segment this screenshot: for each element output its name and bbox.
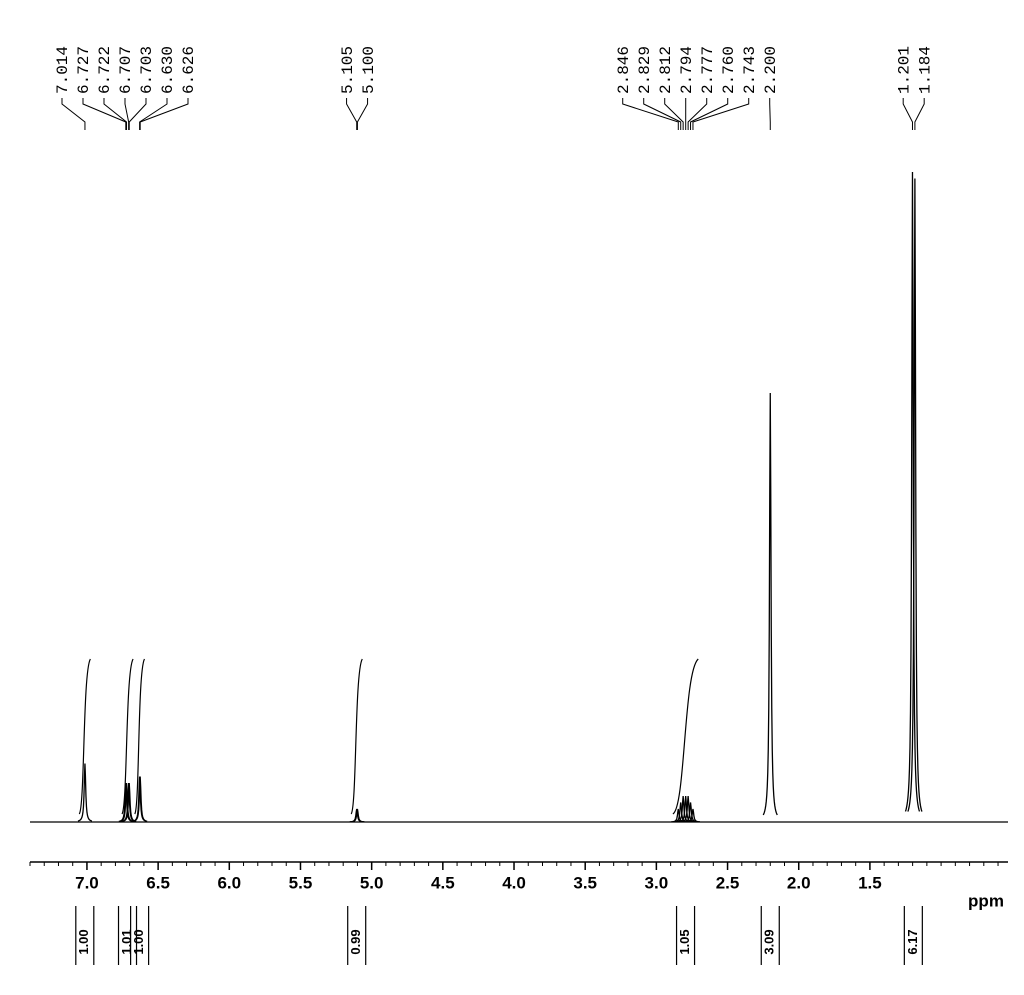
integral-label: 1.00 — [131, 929, 146, 954]
x-tick-label: 4.0 — [502, 873, 526, 892]
peak-label: 6.630 — [159, 46, 177, 94]
peak-leader — [129, 98, 146, 130]
peak-leader — [140, 98, 188, 130]
peak-label: 6.707 — [117, 46, 135, 94]
peak-label: 5.105 — [339, 46, 357, 94]
x-tick-label: 3.0 — [645, 873, 669, 892]
peak-label: 6.626 — [180, 46, 198, 94]
peak-label: 6.703 — [138, 46, 156, 94]
peak-leader — [903, 98, 912, 130]
x-tick-label: 1.5 — [858, 873, 882, 892]
peak-leader — [693, 98, 749, 130]
integral-label: 1.05 — [677, 929, 692, 954]
peak-leader — [623, 98, 679, 130]
peak-leader — [62, 98, 85, 130]
peak — [763, 393, 777, 815]
x-tick-label: 2.0 — [787, 873, 811, 892]
peak-label: 1.201 — [895, 46, 913, 94]
peak-label: 2.829 — [636, 46, 654, 94]
peak-leader — [915, 98, 924, 130]
peak-label: 2.760 — [720, 46, 738, 94]
peak-label: 7.014 — [54, 46, 72, 94]
x-tick-label: 5.0 — [360, 873, 384, 892]
peak-leader — [140, 98, 167, 130]
peak-leader — [770, 98, 771, 130]
x-axis-label: ppm — [968, 891, 1004, 910]
integral-curve — [79, 659, 90, 814]
peak-label: 6.727 — [75, 46, 93, 94]
peak-label: 6.722 — [96, 46, 114, 94]
integral-label: 3.09 — [762, 929, 777, 954]
peak-label: 5.100 — [360, 46, 378, 94]
peak-label: 2.846 — [615, 46, 633, 94]
x-tick-label: 2.5 — [716, 873, 740, 892]
peak-label: 2.812 — [657, 46, 675, 94]
integral-curve — [673, 659, 698, 814]
integral-label: 1.00 — [76, 929, 91, 954]
x-tick-label: 6.5 — [146, 873, 170, 892]
peak-label: 1.184 — [916, 46, 934, 94]
peak-leader — [357, 98, 367, 130]
peak-label: 2.743 — [741, 46, 759, 94]
x-tick-label: 7.0 — [75, 873, 99, 892]
x-tick-label: 6.0 — [217, 873, 241, 892]
x-tick-label: 3.5 — [573, 873, 597, 892]
integral-label: 0.99 — [348, 929, 363, 954]
peak-label: 2.777 — [699, 46, 717, 94]
x-tick-label: 4.5 — [431, 873, 455, 892]
integral-curve — [351, 659, 362, 814]
peak-label: 2.200 — [762, 46, 780, 94]
peak-leader — [347, 98, 357, 130]
x-tick-label: 5.5 — [289, 873, 313, 892]
integral-label: 6.17 — [905, 929, 920, 954]
peak-label: 2.794 — [678, 46, 696, 94]
